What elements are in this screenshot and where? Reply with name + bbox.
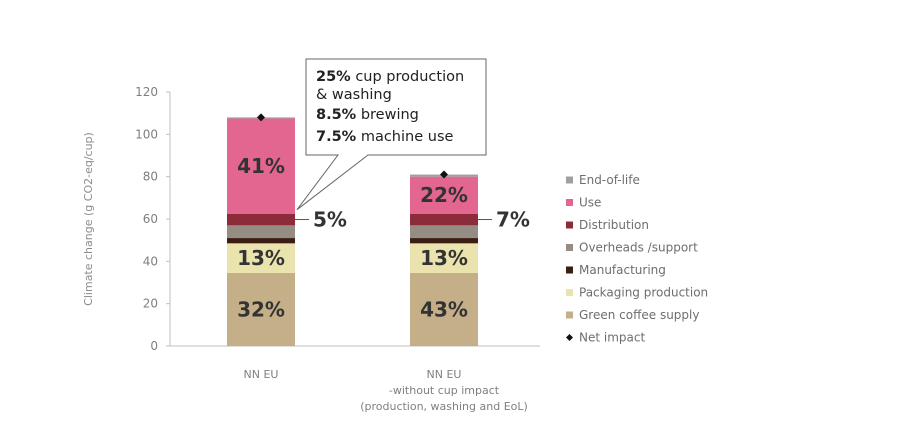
legend-label-end-of-life: End-of-life: [579, 173, 640, 187]
y-tick-label: 100: [135, 127, 158, 141]
bar-segment-manufacturing: [410, 238, 478, 244]
y-axis-title: Climate change (g CO2-eq/cup): [82, 132, 95, 306]
segment-percent-label: 13%: [420, 246, 468, 270]
bar-segment-distribution: [227, 213, 295, 226]
y-tick-label: 40: [143, 254, 158, 268]
bars: [227, 113, 478, 346]
bar-segment-packaging-production: [410, 243, 478, 273]
legend-label-packaging-production: Packaging production: [579, 286, 708, 300]
callout-line-text: machine use: [356, 129, 453, 145]
side-percent-label: 5%: [313, 208, 347, 232]
legend-swatch-distribution: [566, 221, 573, 229]
bar-segment-use: [410, 176, 478, 214]
y-tick-label: 80: [143, 170, 158, 184]
callout-line: 25% cup production: [316, 69, 464, 85]
callout-line-text: & washing: [316, 87, 392, 103]
x-category-label: NN EU: [244, 368, 279, 381]
data-labels: 32% 13% 41% 43% 13% 22% 5% 7%: [237, 154, 530, 321]
y-tick-label: 0: [150, 339, 158, 353]
legend-swatch-end-of-life: [566, 176, 573, 184]
side-percent-label: 7%: [496, 208, 530, 232]
legend-swatch-use: [566, 199, 573, 206]
callout-line-text: cup production: [351, 69, 464, 85]
bar-segment-packaging-production: [227, 243, 295, 273]
legend-swatch-green-coffee-supply: [566, 311, 573, 319]
legend-label-overheads-support: Overheads /support: [579, 241, 698, 255]
x-category-label: (production, washing and EoL): [360, 400, 528, 413]
legend-label-use: Use: [579, 196, 601, 210]
bar-segment-green-coffee-supply: [410, 272, 478, 346]
segment-percent-label: 13%: [237, 246, 285, 270]
y-tick-label: 20: [143, 297, 158, 311]
callout-line: & washing: [316, 87, 392, 103]
legend-swatch-packaging-production: [566, 289, 573, 296]
legend-label-manufacturing: Manufacturing: [579, 263, 666, 277]
callout-line-text: brewing: [356, 107, 419, 123]
legend-swatch-net-impact: [566, 334, 573, 341]
x-category-label: NN EU: [427, 368, 462, 381]
net-impact-marker: [440, 170, 448, 179]
legend-swatch-overheads-support: [566, 244, 573, 251]
segment-percent-label: 22%: [420, 183, 468, 207]
callout-line-bold: 25%: [316, 69, 351, 85]
x-category-label: -without cup impact: [389, 384, 500, 397]
segment-percent-label: 41%: [237, 154, 285, 178]
bar-segment-distribution: [410, 213, 478, 226]
bar-segment-overheads-support: [227, 225, 295, 239]
legend-swatch-manufacturing: [566, 266, 573, 274]
bar-segment-manufacturing: [227, 238, 295, 244]
legend-label-green-coffee-supply: Green coffee supply: [579, 308, 699, 322]
y-tick-label: 120: [135, 85, 158, 99]
bar-segment-overheads-support: [410, 225, 478, 239]
callout-line: 8.5% brewing: [316, 107, 419, 123]
callout-line-bold: 8.5%: [316, 107, 357, 123]
callout-line-bold: 7.5%: [316, 129, 357, 145]
bar-segment-green-coffee-supply: [227, 272, 295, 346]
legend: End-of-life Use Distribution Overheads /sup…: [566, 173, 708, 345]
axes: 0 20 40 60 80 100 120 Climate change (g CO2-eq/…: [82, 85, 540, 413]
callout-line: 7.5% machine use: [316, 129, 453, 145]
callout-box: 25% cup production & washing 8.5% brewing 7…: [296, 58, 487, 211]
bar-segment-use: [227, 118, 295, 214]
legend-label-net-impact: Net impact: [579, 331, 645, 345]
segment-percent-label: 43%: [420, 297, 468, 321]
callout-shape: [296, 58, 487, 211]
segment-percent-label: 32%: [237, 297, 285, 321]
y-tick-label: 60: [143, 212, 158, 226]
net-impact-marker: [257, 113, 265, 122]
legend-label-distribution: Distribution: [579, 218, 649, 232]
